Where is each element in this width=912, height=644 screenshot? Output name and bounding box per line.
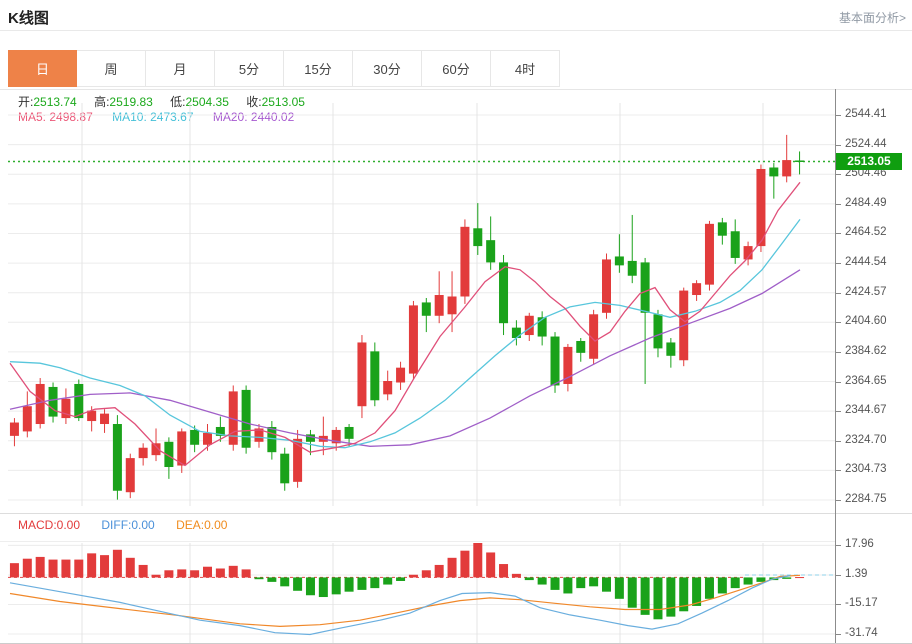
fundamental-analysis-link[interactable]: 基本面分析> — [838, 11, 906, 25]
low-label: 低: — [170, 95, 186, 109]
candlestick-chart[interactable] — [0, 89, 835, 513]
macd-value: 0.00 — [56, 518, 81, 532]
axis-tick — [836, 204, 841, 205]
tab-month[interactable]: 月 — [146, 50, 215, 87]
axis-tick — [836, 500, 841, 501]
high-value: 2519.83 — [109, 95, 153, 109]
diff-line — [9, 575, 791, 636]
macd-chart[interactable] — [0, 543, 835, 644]
diff-label: DIFF: — [101, 518, 132, 532]
axis-label: -31.74 — [845, 627, 878, 639]
diff-value: 0.00 — [131, 518, 155, 532]
axis-label: 2544.41 — [845, 108, 887, 120]
header-divider — [0, 30, 912, 31]
open-label: 开: — [18, 95, 34, 109]
axis-label: 2524.44 — [845, 138, 887, 150]
period-tabbar: 日 周 月 5分 15分 30分 60分 4时 — [8, 50, 560, 87]
axis-label: 1.39 — [845, 568, 868, 580]
ma20-label: MA20: — [212, 110, 248, 124]
macd-histogram — [9, 543, 805, 620]
candles — [9, 134, 805, 500]
high-label: 高: — [94, 95, 110, 109]
axis-label: 2464.52 — [845, 226, 887, 238]
tab-4hour[interactable]: 4时 — [491, 50, 560, 87]
page-title: K线图 — [8, 10, 49, 27]
open-value: 2513.74 — [33, 95, 77, 109]
axis-label: 2444.54 — [845, 256, 887, 268]
chart-panel-top-border — [0, 89, 912, 90]
tab-day[interactable]: 日 — [8, 50, 77, 87]
axis-tick — [836, 145, 841, 146]
axis-tick — [836, 115, 841, 116]
axis-label: 2424.57 — [845, 286, 887, 298]
macd-header-divider — [0, 541, 835, 542]
dea-label: DEA: — [176, 518, 205, 532]
axis-label: 2364.65 — [845, 375, 887, 387]
axis-tick — [836, 575, 841, 576]
ma10-line — [9, 219, 801, 449]
last-price-tag: 2513.05 — [836, 153, 902, 170]
dea-value: 0.00 — [204, 518, 228, 532]
panel-divider — [0, 513, 912, 514]
close-value: 2513.05 — [261, 95, 305, 109]
axis-tick — [836, 470, 841, 471]
axis-label: 2504.46 — [845, 167, 887, 179]
axis-label: 2384.62 — [845, 345, 887, 357]
tab-5min[interactable]: 5分 — [215, 50, 284, 87]
axis-label: 17.96 — [845, 538, 874, 550]
axis-tick — [836, 352, 841, 353]
axis-label: 2304.73 — [845, 463, 887, 475]
ma5-label: MA5: — [18, 110, 47, 124]
axis-tick — [836, 293, 841, 294]
tab-15min[interactable]: 15分 — [284, 50, 353, 87]
axis-tick — [836, 322, 841, 323]
axis-tick — [836, 545, 841, 546]
dea-line — [9, 574, 801, 628]
ma10-value: 2473.67 — [150, 110, 194, 124]
axis-tick — [836, 604, 841, 605]
macd-label: MACD: — [18, 518, 57, 532]
ma20-value: 2440.02 — [250, 110, 295, 124]
axis-tick — [836, 382, 841, 383]
tab-60min[interactable]: 60分 — [422, 50, 491, 87]
axis-tick — [836, 263, 841, 264]
axis-label: 2284.75 — [845, 493, 887, 505]
axis-label: 2324.70 — [845, 434, 887, 446]
ma10-label: MA10: — [112, 110, 147, 124]
axis-tick — [836, 441, 841, 442]
ma-readout: MA5: 2498.87 MA10: 2473.67 MA20: 2440.02 — [18, 110, 310, 124]
axis-tick — [836, 233, 841, 234]
ohlc-readout: 开:2513.74 高:2519.83 低:2504.35 收:2513.05 — [18, 93, 319, 110]
grid — [8, 103, 835, 506]
axis-label: 2344.67 — [845, 404, 887, 416]
axis-label: -15.17 — [845, 597, 878, 609]
axis-label: 2404.60 — [845, 315, 887, 327]
close-label: 收: — [246, 95, 262, 109]
axis-tick — [836, 634, 841, 635]
axis-label: 2484.49 — [845, 197, 887, 209]
macd-readout: MACD:0.00 DIFF:0.00 DEA:0.00 — [18, 518, 245, 532]
axis-tick — [836, 174, 841, 175]
axis-tick — [836, 411, 841, 412]
low-value: 2504.35 — [185, 95, 229, 109]
tab-week[interactable]: 周 — [77, 50, 146, 87]
ma5-line — [9, 181, 801, 467]
right-axis-line — [835, 89, 836, 644]
tab-30min[interactable]: 30分 — [353, 50, 422, 87]
